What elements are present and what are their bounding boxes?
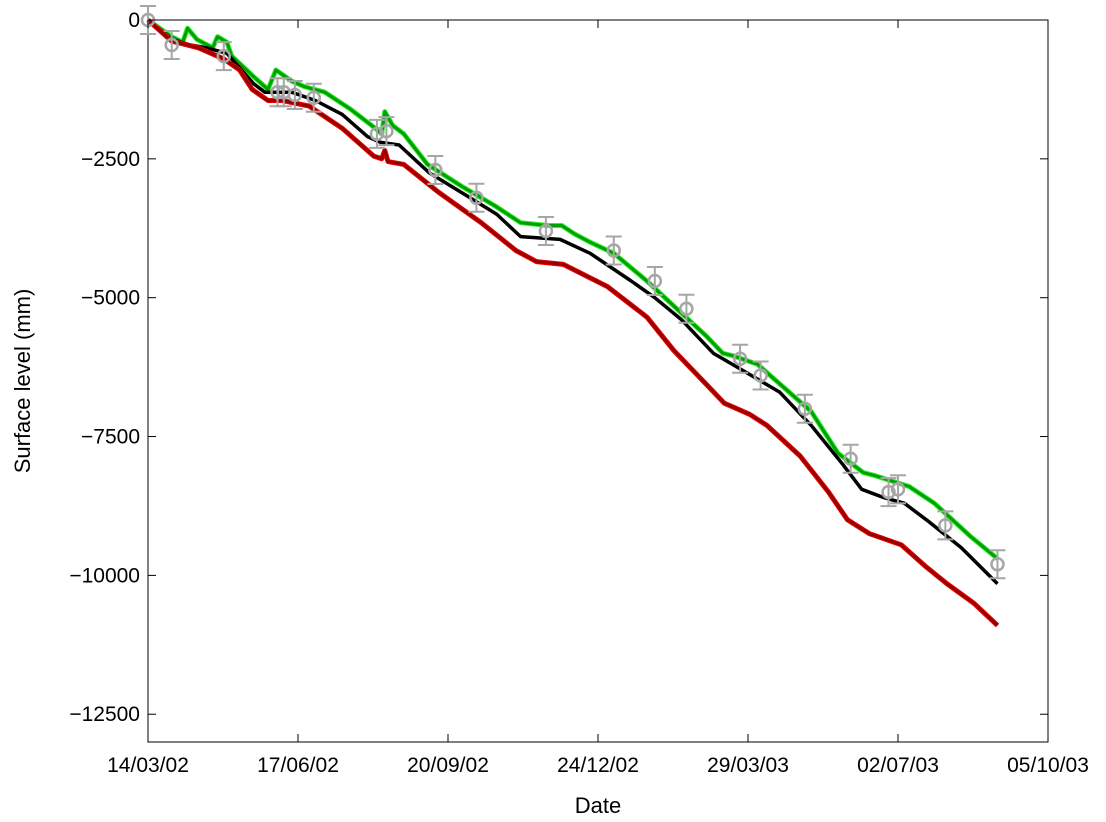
measurement-marker	[216, 48, 232, 64]
measurement-marker	[647, 273, 663, 289]
series-layer	[140, 5, 1006, 628]
upper-estimate-line	[147, 18, 999, 560]
measurement-marker	[881, 484, 896, 500]
y-axis-title: Surface level (mm)	[10, 289, 35, 474]
measurement-marker	[369, 126, 385, 142]
measurement-marker	[379, 123, 394, 139]
measurement-point	[937, 510, 954, 541]
measurement-point	[989, 549, 1006, 580]
measurement-marker	[753, 368, 768, 383]
measurement-marker	[538, 223, 554, 239]
x-axis-title: Date	[575, 793, 621, 818]
measurement-marker	[679, 301, 694, 317]
measurement-point	[796, 393, 813, 424]
x-tick-label: 17/06/02	[257, 754, 339, 777]
x-tick-label: 20/09/02	[407, 754, 489, 777]
y-tick-label: −5000	[81, 287, 140, 310]
measurement-marker	[890, 482, 906, 497]
y-tick-label: 0	[128, 9, 140, 32]
x-tick-label: 05/10/03	[1007, 754, 1089, 777]
x-tick-label: 14/03/02	[107, 754, 189, 777]
measurement-marker	[469, 190, 484, 205]
measurement-point	[678, 293, 695, 324]
x-tick-label: 29/03/03	[707, 754, 789, 777]
plot-area	[147, 19, 1049, 743]
y-tick-label: −7500	[81, 426, 140, 449]
measurement-point	[215, 41, 232, 72]
measurement-point	[752, 360, 769, 391]
y-tick-label: −2500	[81, 148, 140, 171]
lower-estimate-line	[147, 18, 999, 627]
measurement-point	[163, 29, 180, 60]
measurement-marker	[797, 401, 813, 417]
measurement-point	[605, 235, 622, 266]
measurement-point	[378, 116, 395, 147]
measurement-point	[427, 154, 444, 185]
measurement-marker	[843, 451, 858, 467]
measurement-point	[537, 216, 554, 247]
measurement-point	[646, 266, 663, 297]
measurement-marker	[990, 557, 1005, 572]
x-tick-label: 02/07/03	[857, 754, 939, 777]
measurement-marker	[732, 351, 748, 367]
measurement-point	[305, 82, 322, 113]
y-tick-label: −10000	[69, 564, 140, 587]
y-tick-label: −12500	[69, 703, 140, 726]
measurement-marker	[428, 162, 443, 178]
x-tick-label: 24/12/02	[557, 754, 639, 777]
measurement-point	[286, 79, 303, 110]
axis-layer: 14/03/02 17/06/02 20/09/02 24/12/02 29/03/03…	[69, 9, 1089, 777]
measurement-point	[880, 477, 897, 508]
measurement-marker	[306, 90, 322, 106]
measurement-point	[732, 343, 749, 374]
measurement-marker	[938, 518, 953, 533]
measurement-point	[275, 77, 292, 108]
measurement-marker	[287, 87, 303, 103]
measurement-point	[890, 474, 906, 505]
measurement-point	[468, 182, 485, 213]
measurement-point	[842, 443, 859, 474]
measurement-point	[368, 118, 385, 149]
measurement-marker	[606, 243, 622, 258]
measurement-marker	[164, 37, 179, 53]
